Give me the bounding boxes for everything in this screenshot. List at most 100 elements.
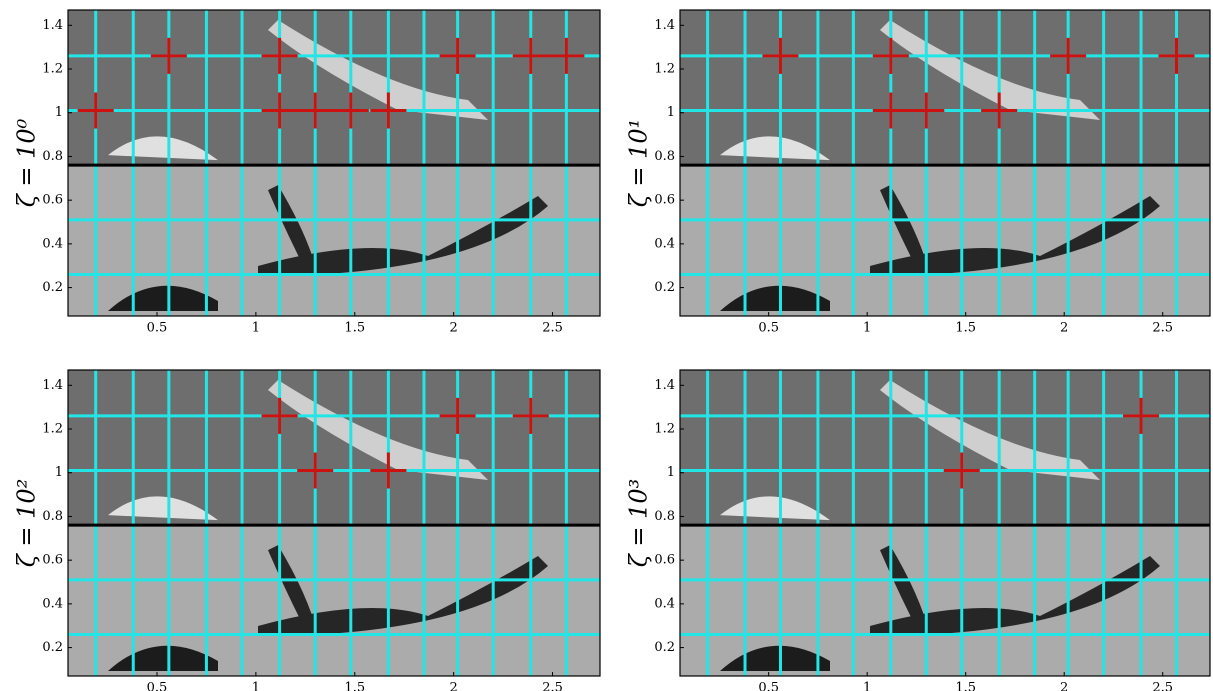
red-cross (261, 37, 298, 74)
red-cross (512, 397, 549, 434)
image-feature (880, 545, 930, 636)
panel: 0.5 1 1.5 2 2.5 0.2 0.4 0.6 0.8 1 1.2 1.4 ζ = 10¹ (625, 9, 1211, 336)
y-tick-label: 0.4 (42, 236, 63, 251)
x-tick-label: 2.5 (1152, 321, 1173, 336)
red-cross (439, 37, 476, 74)
red-cross (297, 92, 334, 129)
panel: 0.5 1 1.5 2 2.5 0.2 0.4 0.6 0.8 1 1.2 1.4 ζ = 10⁰ (13, 9, 601, 336)
red-cross (370, 92, 407, 129)
y-tick-label: 0.6 (654, 553, 675, 568)
red-cross (261, 92, 298, 129)
x-tick-label: 1 (252, 321, 260, 336)
x-tick-label: 1.5 (344, 321, 365, 336)
red-cross (872, 92, 909, 129)
x-tick-label: 0.5 (758, 681, 779, 691)
x-tick-label: 2.5 (542, 681, 563, 691)
y-tick-label: 1 (667, 105, 675, 120)
red-cross (1158, 37, 1195, 74)
y-tick-label: 1.4 (654, 378, 675, 393)
x-tick-label: 1.5 (955, 321, 976, 336)
y-tick-label: 0.2 (654, 640, 675, 655)
image-feature (870, 556, 1160, 636)
image-feature (268, 20, 488, 120)
y-tick-label: 1.4 (42, 18, 63, 33)
image-feature (108, 496, 218, 521)
y-tick-label: 1 (55, 465, 63, 480)
red-cross (261, 397, 298, 434)
x-tick-label: 0.5 (147, 681, 168, 691)
x-tick-label: 2 (450, 321, 458, 336)
red-cross (762, 37, 799, 74)
y-tick-label: 0.8 (654, 509, 675, 524)
x-tick-label: 1 (863, 681, 871, 691)
x-tick-label: 2 (1060, 321, 1068, 336)
axes-frame (67, 369, 601, 677)
y-tick-label: 0.2 (42, 640, 63, 655)
axes-frame (679, 9, 1211, 317)
y-tick-label: 1 (667, 465, 675, 480)
image-feature (720, 285, 830, 311)
red-cross (872, 37, 909, 74)
y-tick-label: 0.6 (654, 193, 675, 208)
red-cross (981, 92, 1018, 129)
image-feature (880, 380, 1100, 480)
axes-frame (679, 369, 1211, 677)
red-cross (512, 37, 549, 74)
red-cross (297, 452, 334, 489)
y-tick-label: 1.2 (42, 62, 63, 77)
x-tick-label: 1.5 (344, 681, 365, 691)
y-tick-label: 1.2 (654, 62, 675, 77)
red-cross (1050, 37, 1087, 74)
x-tick-label: 2.5 (1152, 681, 1173, 691)
image-feature (880, 185, 930, 276)
red-cross (150, 37, 187, 74)
image-feature (720, 645, 830, 671)
x-tick-label: 0.5 (758, 321, 779, 336)
y-tick-label: 0.2 (654, 280, 675, 295)
image-feature (258, 556, 548, 636)
image-feature (108, 645, 218, 671)
y-tick-label: 0.6 (42, 193, 63, 208)
y-tick-label: 1.4 (654, 18, 675, 33)
x-tick-label: 0.5 (147, 321, 168, 336)
y-tick-label: 1.4 (42, 378, 63, 393)
image-feature (108, 285, 218, 311)
x-tick-label: 1 (863, 321, 871, 336)
y-tick-label: 1 (55, 105, 63, 120)
x-tick-label: 2 (1060, 681, 1068, 691)
image-feature (720, 136, 830, 161)
y-tick-label: 0.8 (42, 509, 63, 524)
x-tick-label: 1 (252, 681, 260, 691)
image-feature (870, 196, 1160, 276)
image-feature (720, 496, 830, 521)
image-feature (268, 380, 488, 480)
y-tick-label: 0.8 (654, 149, 675, 164)
axes-frame (67, 9, 601, 317)
red-cross (77, 92, 114, 129)
red-cross (943, 452, 980, 489)
y-tick-label: 0.6 (42, 553, 63, 568)
y-axis-label: ζ = 10² (13, 479, 41, 568)
red-cross (548, 37, 585, 74)
red-cross (370, 452, 407, 489)
y-tick-label: 1.2 (42, 422, 63, 437)
y-tick-label: 0.4 (654, 596, 675, 611)
image-feature (108, 136, 218, 161)
x-tick-label: 2.5 (542, 321, 563, 336)
red-cross (908, 92, 945, 129)
x-tick-label: 1.5 (955, 681, 976, 691)
red-cross (332, 92, 369, 129)
panel: 0.5 1 1.5 2 2.5 0.2 0.4 0.6 0.8 1 1.2 1.4 ζ = 10² (13, 369, 601, 691)
image-feature (880, 20, 1100, 120)
y-axis-label: ζ = 10¹ (625, 119, 653, 208)
y-tick-label: 0.2 (42, 280, 63, 295)
y-tick-label: 0.4 (42, 596, 63, 611)
panel: 0.5 1 1.5 2 2.5 0.2 0.4 0.6 0.8 1 1.2 1.4 ζ = 10³ (625, 369, 1211, 691)
red-cross (439, 397, 476, 434)
y-axis-label: ζ = 10⁰ (13, 118, 41, 207)
image-feature (258, 196, 548, 276)
y-tick-label: 0.8 (42, 149, 63, 164)
red-cross (1123, 397, 1160, 434)
